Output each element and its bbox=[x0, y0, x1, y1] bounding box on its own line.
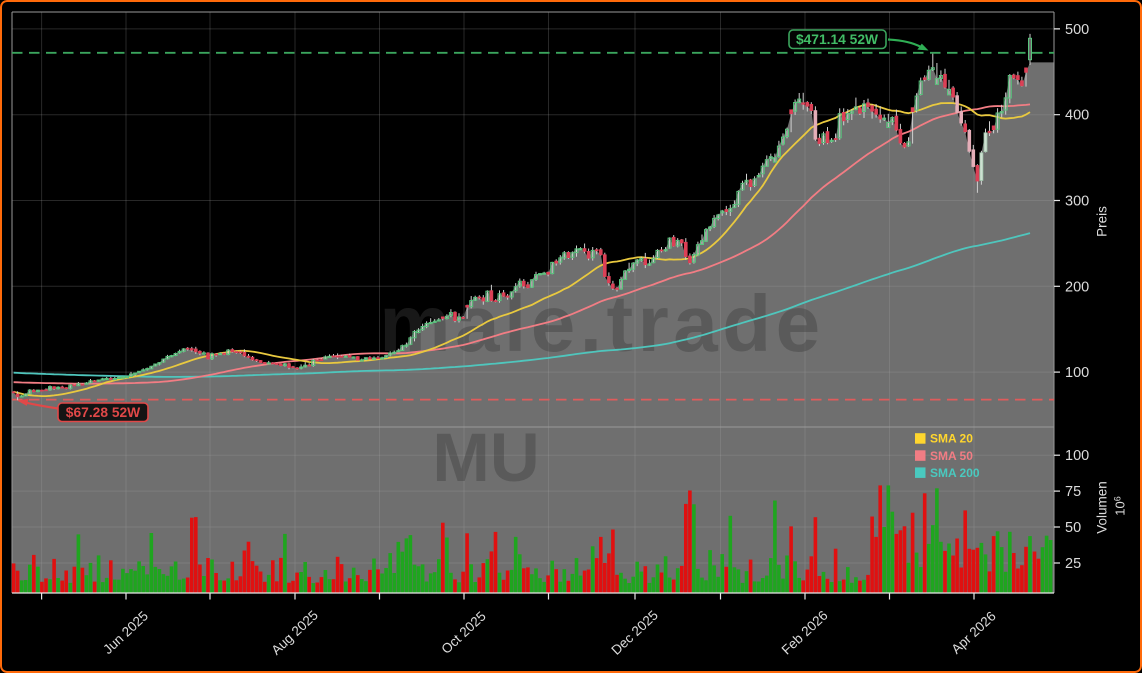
svg-text:SMA 200: SMA 200 bbox=[930, 466, 980, 480]
svg-text:male.trade: male.trade bbox=[379, 279, 824, 368]
svg-text:Volumen: Volumen bbox=[1095, 481, 1110, 534]
svg-text:SMA 50: SMA 50 bbox=[930, 449, 973, 463]
svg-text:Preis: Preis bbox=[1095, 206, 1110, 237]
svg-text:$67.28 52W: $67.28 52W bbox=[66, 405, 141, 420]
svg-text:$471.14 52W: $471.14 52W bbox=[796, 32, 879, 47]
svg-text:25: 25 bbox=[1065, 556, 1081, 572]
svg-text:100: 100 bbox=[1065, 365, 1089, 381]
svg-text:300: 300 bbox=[1065, 194, 1089, 210]
svg-text:400: 400 bbox=[1065, 108, 1089, 124]
svg-text:200: 200 bbox=[1065, 279, 1089, 295]
svg-text:SMA 20: SMA 20 bbox=[930, 432, 973, 446]
svg-text:50: 50 bbox=[1065, 520, 1081, 536]
svg-text:MU: MU bbox=[432, 419, 539, 496]
svg-text:500: 500 bbox=[1065, 22, 1089, 38]
svg-text:100: 100 bbox=[1065, 448, 1089, 464]
svg-text:75: 75 bbox=[1065, 484, 1081, 500]
